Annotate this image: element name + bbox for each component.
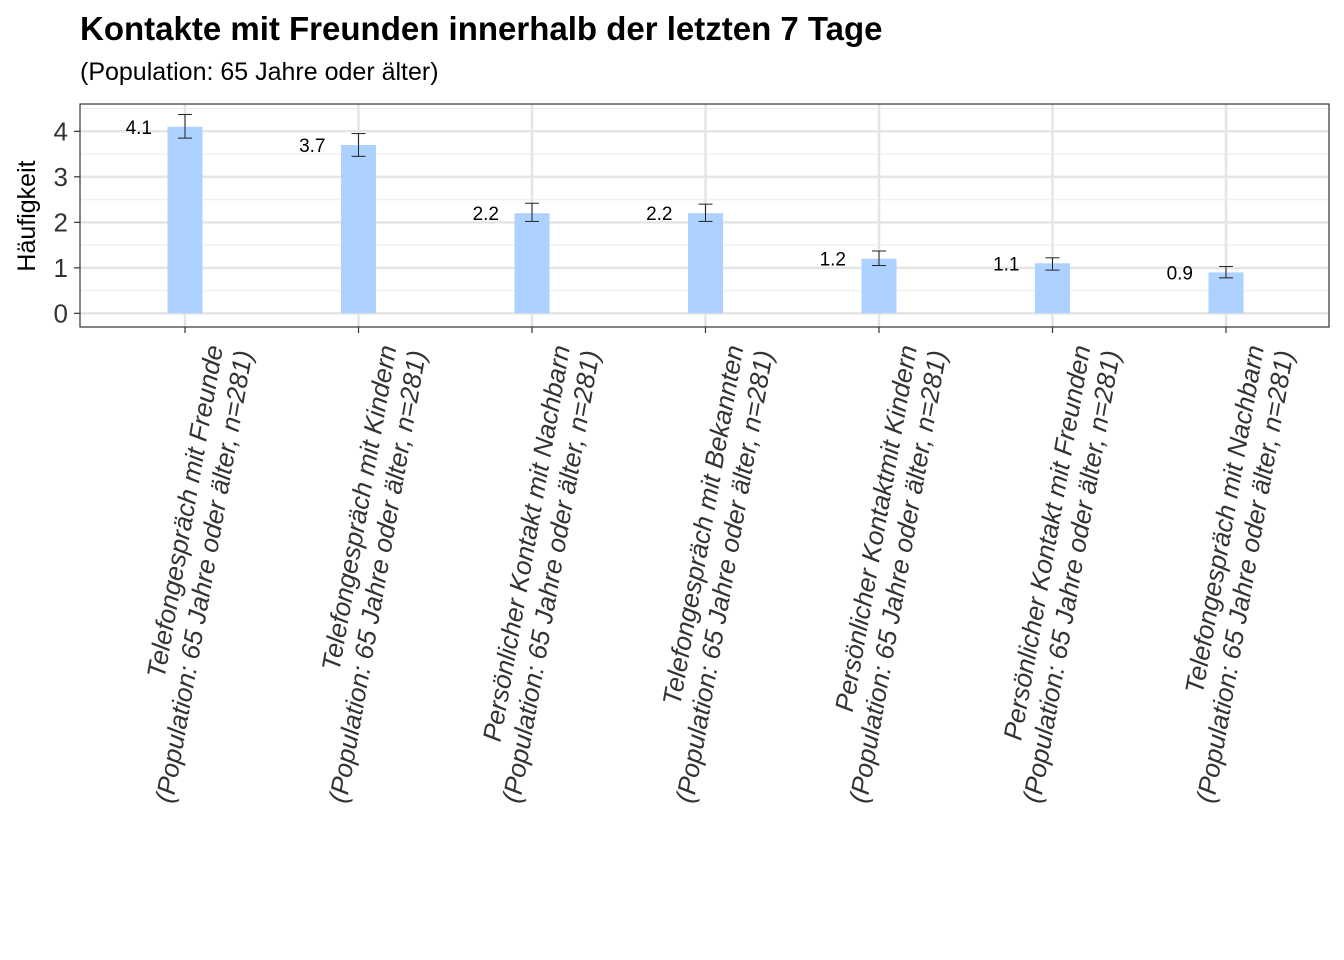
data-label: 0.9 <box>1167 263 1193 284</box>
data-label: 1.2 <box>820 250 846 271</box>
data-label: 4.1 <box>126 118 152 139</box>
axes: 0 1 2 3 4 Telefongespräch mit Freunde(Populat… <box>54 116 1300 805</box>
x-tick-label: Telefongespräch mit Nachbarn(Population:… <box>1161 343 1300 805</box>
x-tick-label: Persönlicher Kontakt mit Freunden(Popula… <box>987 343 1126 805</box>
data-label: 2.2 <box>473 204 499 225</box>
bar <box>341 144 376 314</box>
y-tick-label: 4 <box>54 116 68 146</box>
y-tick-label: 2 <box>54 207 68 237</box>
y-tick-label: 3 <box>54 162 68 192</box>
x-tick-label: Persönlicher Kontakt mit Nachbarn(Popula… <box>467 343 606 805</box>
bar <box>514 213 550 314</box>
data-label: 1.1 <box>993 254 1019 275</box>
chart-subtitle: (Population: 65 Jahre oder älter) <box>80 58 439 86</box>
panel-border <box>79 103 1330 328</box>
bar <box>167 126 203 314</box>
data-label: 3.7 <box>299 136 325 157</box>
chart-title: Kontakte mit Freunden innerhalb der letz… <box>80 10 883 47</box>
x-tick-label: Telefongespräch mit Freunde(Population: … <box>120 343 259 805</box>
bar <box>1035 263 1070 314</box>
bar <box>688 213 723 314</box>
x-tick-label: Telefongespräch mit Bekannten(Population… <box>640 343 779 805</box>
bar <box>1208 272 1244 314</box>
y-tick-label: 0 <box>54 298 68 328</box>
bar <box>861 258 897 314</box>
x-tick-label: Persönlicher Kontaktmit Kindern(Populati… <box>814 343 953 805</box>
y-tick-label: 1 <box>54 253 68 283</box>
y-axis-label: Häufigkeit <box>13 160 41 271</box>
bars: 4.1 3.7 2.2 2.2 1.2 1.1 0.9 <box>126 113 1244 314</box>
x-tick-label: Telefongespräch mit Kindern(Population: … <box>293 343 432 805</box>
data-label: 2.2 <box>646 204 672 225</box>
